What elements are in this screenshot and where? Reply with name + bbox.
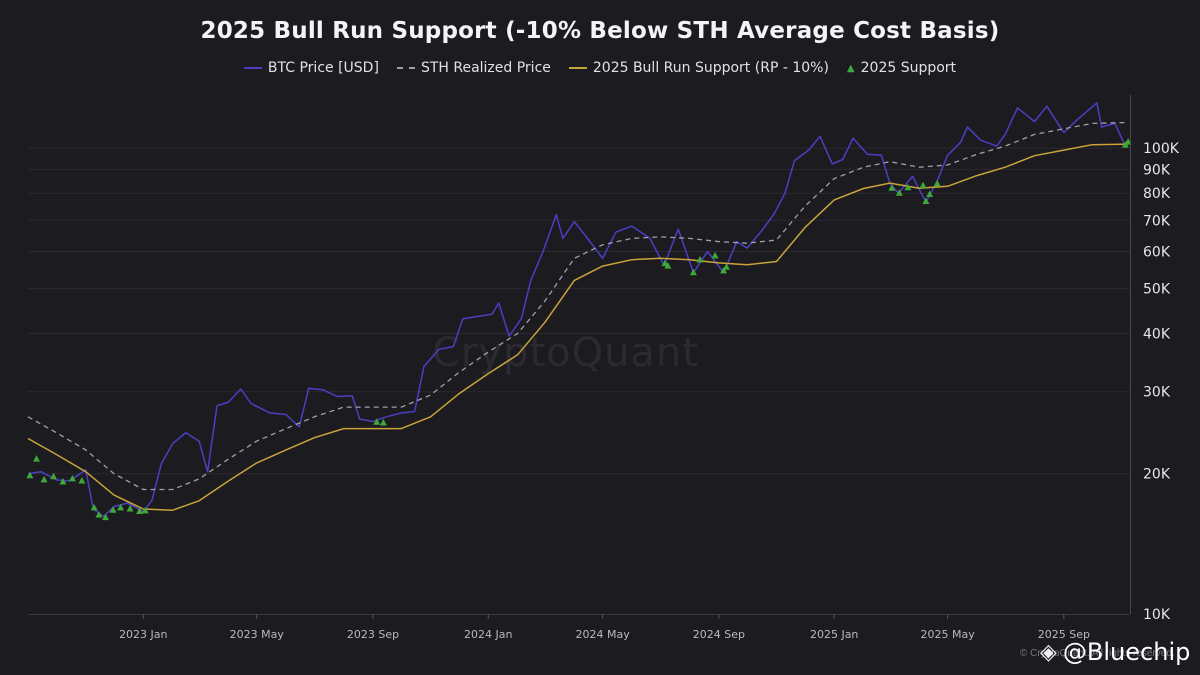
support-marker <box>373 418 381 425</box>
support-marker <box>50 472 58 480</box>
x-tick-label: 2024 May <box>576 628 631 641</box>
binance-square-icon: ◈ <box>1040 639 1057 665</box>
support-marker <box>26 471 34 479</box>
axis-layer: 10K 20K 30K 40K 50K 60K 70K 80K 90K 100K 2023 Jan 2… <box>28 95 1180 641</box>
support-marker <box>33 455 41 462</box>
series-layer <box>27 102 1129 518</box>
legend-label-2025-support: 2025 Support <box>860 60 957 76</box>
x-tick-label: 2023 Sep <box>347 628 399 641</box>
watermark: CryptoQuant <box>432 330 699 376</box>
triangle-marker-icon: ▲ <box>846 62 855 74</box>
copyright-text: © CryptoQuant. All rights reserved. <box>1020 648 1175 659</box>
brand-badge: ◈ @Bluechip <box>1040 638 1190 666</box>
marker-layer <box>26 138 1132 521</box>
support-marker <box>888 184 896 191</box>
x-tick-label: 2024 Sep <box>693 628 745 641</box>
legend-swatch-sth <box>396 67 415 69</box>
series-line-0 <box>27 102 1129 518</box>
support-marker <box>141 506 149 514</box>
support-marker <box>101 513 109 521</box>
support-marker <box>922 197 930 204</box>
support-marker <box>720 266 728 274</box>
support-marker <box>696 256 704 263</box>
chart-legend: BTC Price [USD] STH Realized Price 2025 … <box>0 60 1200 76</box>
legend-swatch-support <box>568 67 587 69</box>
grid-layer <box>28 147 1130 475</box>
chart-title: 2025 Bull Run Support (-10% Below STH Av… <box>200 18 1000 44</box>
y-tick-label: 20K <box>1143 467 1171 483</box>
support-marker <box>40 475 48 483</box>
legend-item-bull-run-support[interactable]: 2025 Bull Run Support (RP - 10%) <box>568 60 829 76</box>
x-tick-label: 2025 Sep <box>1038 628 1090 641</box>
support-marker <box>68 474 76 482</box>
y-tick-label: 10K <box>1143 607 1171 623</box>
support-marker <box>904 183 912 191</box>
support-marker <box>926 190 934 198</box>
support-marker <box>95 511 103 518</box>
support-marker <box>722 263 730 270</box>
y-tick-label: 40K <box>1143 326 1171 342</box>
support-marker <box>664 262 672 269</box>
x-tick-label: 2025 May <box>920 628 975 641</box>
support-marker <box>895 189 903 196</box>
legend-label-btc: BTC Price [USD] <box>267 60 379 76</box>
support-marker <box>59 478 67 485</box>
brand-handle: @Bluechip <box>1062 638 1191 666</box>
x-tick-label: 2023 Jan <box>119 628 167 641</box>
y-tick-label: 90K <box>1143 162 1171 178</box>
support-marker <box>126 505 134 512</box>
support-marker <box>109 506 117 513</box>
support-marker <box>933 179 941 187</box>
support-marker <box>711 251 719 259</box>
legend-label-sth: STH Realized Price <box>420 60 551 76</box>
support-marker <box>1124 138 1132 145</box>
support-marker <box>689 268 697 276</box>
y-tick-label: 60K <box>1143 244 1171 260</box>
support-marker <box>78 476 86 484</box>
support-marker <box>379 419 387 426</box>
legend-item-sth-realized[interactable]: STH Realized Price <box>396 60 551 76</box>
y-tick-label: 100K <box>1143 141 1180 157</box>
legend-label-support: 2025 Bull Run Support (RP - 10%) <box>592 60 829 76</box>
x-tick-label: 2024 Jan <box>464 628 512 641</box>
legend-item-btc-price[interactable]: BTC Price [USD] <box>243 60 379 76</box>
x-tick-label: 2025 Jan <box>810 628 858 641</box>
y-tick-label: 50K <box>1143 281 1171 297</box>
support-marker <box>90 503 98 511</box>
y-tick-label: 80K <box>1143 186 1171 202</box>
series-line-2 <box>27 143 1129 511</box>
legend-swatch-btc <box>243 67 262 69</box>
support-marker <box>117 503 125 511</box>
support-marker <box>136 507 144 514</box>
support-marker <box>919 181 927 189</box>
series-line-1 <box>27 121 1129 491</box>
x-tick-label: 2023 May <box>230 628 285 641</box>
legend-item-2025-support[interactable]: ▲ 2025 Support <box>847 60 956 76</box>
y-tick-label: 30K <box>1143 385 1171 401</box>
y-tick-label: 70K <box>1143 213 1171 229</box>
